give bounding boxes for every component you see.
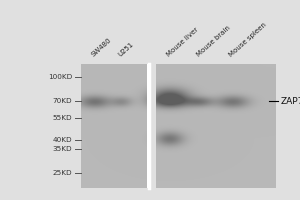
Text: 55KD: 55KD	[52, 115, 72, 121]
Text: Mouse liver: Mouse liver	[166, 27, 199, 58]
Text: ZAP70: ZAP70	[280, 97, 300, 106]
Text: 70KD: 70KD	[52, 98, 72, 104]
Text: SW480: SW480	[91, 37, 113, 58]
Text: U251: U251	[118, 41, 135, 58]
Text: Mouse spleen: Mouse spleen	[229, 22, 268, 58]
Text: 25KD: 25KD	[52, 170, 72, 176]
Text: 100KD: 100KD	[48, 74, 72, 80]
Bar	[156, 64, 276, 188]
Text: Mouse brain: Mouse brain	[196, 25, 231, 58]
Bar	[81, 64, 147, 188]
Text: 35KD: 35KD	[52, 146, 72, 152]
Text: 40KD: 40KD	[52, 137, 72, 143]
